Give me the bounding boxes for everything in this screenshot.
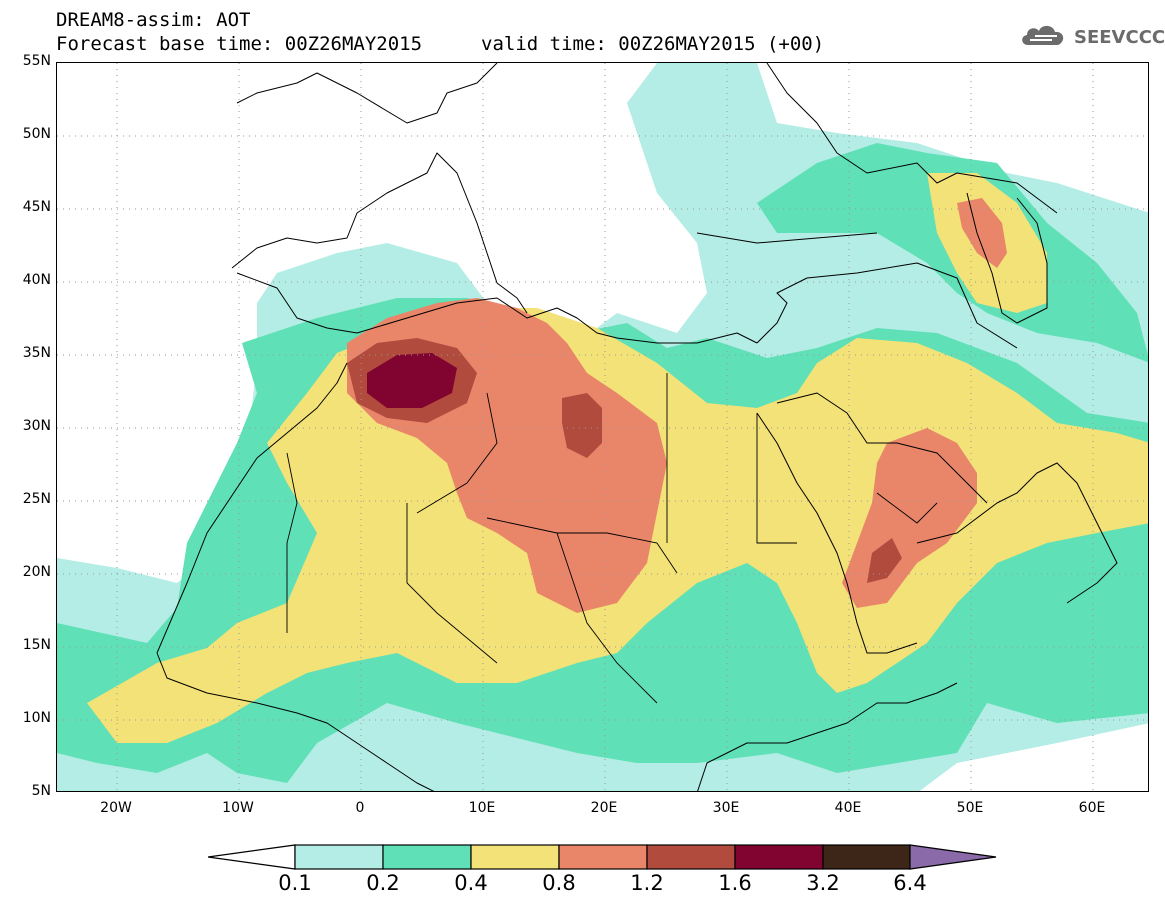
cloud-icon <box>1018 21 1070 53</box>
colorbar-bin-1.6 <box>734 844 824 870</box>
lon-label-20w: 20W <box>100 800 132 816</box>
colorbar-label: 0.1 <box>278 871 312 895</box>
lat-label-35n: 35N <box>22 345 51 361</box>
colorbar-bin-0.2 <box>382 844 472 870</box>
aot-contour-0.8-ne <box>957 198 1007 268</box>
lat-label-50n: 50N <box>22 126 51 142</box>
logo-text: SEEVCCC <box>1074 26 1165 48</box>
lat-label-55n: 55N <box>22 53 51 69</box>
base-time-text: Forecast base time: 00Z26MAY2015 <box>56 33 423 55</box>
colorbar-bin-1.2 <box>646 844 736 870</box>
aot-contour-1.2-b <box>562 393 602 458</box>
lon-label-10w: 10W <box>222 800 254 816</box>
map-title: DREAM8-assim: AOT <box>56 9 251 31</box>
lon-label-30e: 30E <box>712 800 740 816</box>
coastlines-and-borders <box>156 63 1118 791</box>
colorbar-label: 0.2 <box>366 871 400 895</box>
colorbar-label: 0.8 <box>542 871 576 895</box>
lat-label-40n: 40N <box>22 272 51 288</box>
colorbar-label: 3.2 <box>806 871 840 895</box>
colorbar <box>208 844 997 870</box>
colorbar-bin-3.2 <box>822 844 911 870</box>
aot-map <box>56 62 1149 792</box>
lat-label-45n: 45N <box>22 199 51 215</box>
lon-label-0: 0 <box>355 800 365 816</box>
colorbar-label: 1.6 <box>718 871 752 895</box>
colorbar-label: 0.4 <box>454 871 488 895</box>
lon-label-40e: 40E <box>834 800 862 816</box>
lat-label-20n: 20N <box>22 564 51 580</box>
lat-label-10n: 10N <box>22 710 51 726</box>
colorbar-bin-0.8 <box>558 844 648 870</box>
colorbar-bin-0.1 <box>294 844 384 870</box>
lat-label-5n: 5N <box>31 783 51 799</box>
valid-time-text: valid time: 00Z26MAY2015 (+00) <box>481 33 825 55</box>
aot-contour-1.2-c <box>867 538 902 583</box>
gridlines <box>57 63 1148 791</box>
colorbar-bin-0.4 <box>470 844 560 870</box>
lat-label-15n: 15N <box>22 637 51 653</box>
lat-label-30n: 30N <box>22 418 51 434</box>
forecast-time-line: Forecast base time: 00Z26MAY2015 valid ti… <box>56 33 824 55</box>
colorbar-label: 6.4 <box>893 871 927 895</box>
seevccc-logo: SEEVCCC <box>1018 22 1165 52</box>
colorbar-under-triangle <box>208 844 296 870</box>
lon-label-60e: 60E <box>1078 800 1106 816</box>
aot-contour-1.6 <box>367 353 457 408</box>
lon-label-10e: 10E <box>468 800 496 816</box>
colorbar-over-triangle <box>909 844 997 870</box>
colorbar-label: 1.2 <box>630 871 664 895</box>
lon-label-20e: 20E <box>590 800 618 816</box>
lon-label-50e: 50E <box>956 800 984 816</box>
lat-label-25n: 25N <box>22 491 51 507</box>
